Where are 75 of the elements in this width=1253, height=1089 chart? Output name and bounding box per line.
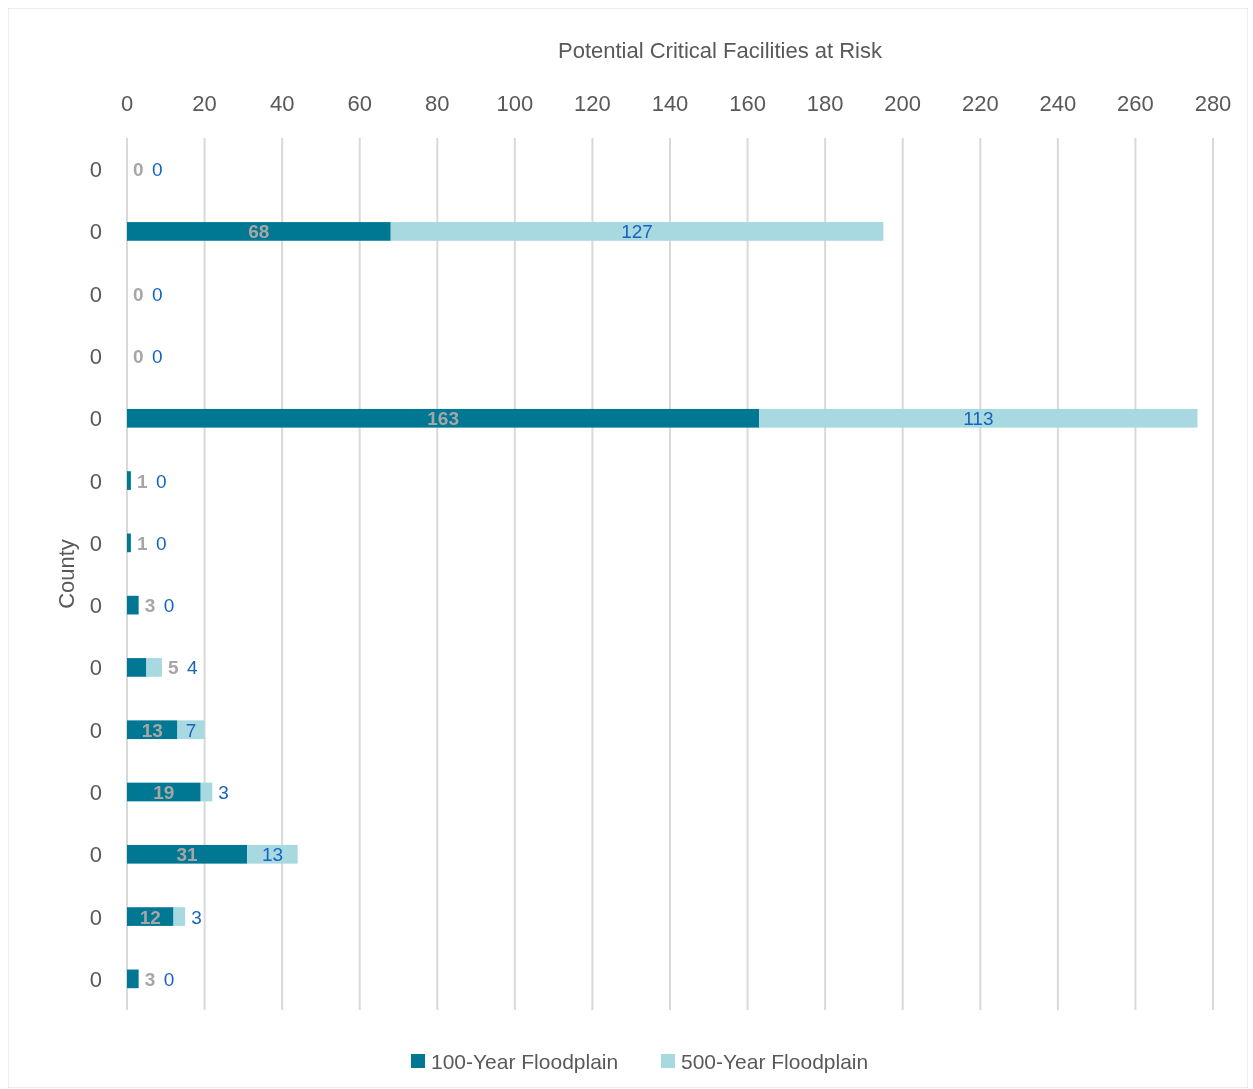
bar: [127, 844, 248, 864]
data-label: 31: [176, 844, 199, 866]
bar: [200, 782, 213, 802]
data-label: 0: [155, 532, 167, 554]
y-tick-label: 0: [89, 904, 102, 930]
y-tick-label: 0: [89, 966, 102, 992]
bar: [759, 408, 1198, 428]
y-tick-label: 0: [89, 593, 102, 619]
data-label: 19: [153, 782, 175, 803]
x-tick-label: 260: [1117, 91, 1154, 116]
data-label: 3: [218, 782, 229, 803]
data-label: 3: [191, 906, 202, 928]
bar: [127, 471, 131, 490]
x-tick-label: 0: [120, 91, 134, 116]
y-tick-label: 0: [89, 717, 102, 743]
legend-label: 500-Year Floodplain: [681, 1050, 869, 1073]
chart-title: Potential Critical Facilities at Risk: [558, 38, 883, 63]
x-tick-label: 240: [1039, 91, 1077, 116]
data-label: 3: [144, 968, 156, 990]
bar: [127, 408, 760, 428]
bar: [127, 969, 139, 989]
data-label: 12: [139, 906, 161, 928]
y-tick-label: 0: [89, 780, 102, 805]
data-label: 163: [427, 408, 459, 430]
data-label: 1: [136, 470, 148, 492]
data-label: 13: [141, 719, 163, 741]
bar: [146, 658, 162, 677]
data-label: 0: [163, 968, 175, 990]
y-tick-label: 0: [89, 281, 102, 307]
data-label: 0: [133, 346, 144, 367]
y-tick-label: 0: [89, 219, 102, 245]
x-tick-label: 20: [192, 91, 217, 116]
y-tick-label: 0: [89, 344, 102, 369]
x-tick-label: 220: [961, 91, 999, 116]
bar: [127, 222, 391, 241]
x-tick-label: 120: [574, 91, 611, 116]
bar: [127, 533, 131, 553]
y-tick-label: 0: [89, 655, 102, 681]
x-tick-label: 140: [651, 91, 689, 116]
y-axis-title: County: [54, 539, 79, 609]
data-label: 0: [133, 159, 144, 181]
data-label: 0: [133, 283, 144, 305]
data-label: 5: [167, 657, 179, 679]
data-label: 0: [163, 595, 175, 617]
x-tick-label: 100: [496, 91, 534, 116]
bar: [127, 595, 139, 615]
x-tick-label: 280: [1194, 91, 1232, 116]
data-label: 0: [152, 283, 163, 305]
y-tick-label: 0: [89, 530, 102, 556]
legend-label: 100-Year Floodplain: [431, 1050, 619, 1073]
data-label: 68: [248, 221, 270, 243]
data-label: 1: [136, 532, 148, 554]
x-tick-label: 200: [884, 91, 922, 116]
x-tick-label: 160: [729, 91, 766, 116]
data-label: 113: [963, 408, 994, 430]
y-tick-label: 0: [89, 468, 102, 494]
data-label: 0: [152, 159, 163, 181]
data-label: 13: [261, 844, 284, 866]
x-tick-label: 60: [347, 91, 372, 116]
data-label: 7: [185, 719, 197, 741]
y-tick-label: 0: [89, 842, 102, 868]
bar: [127, 658, 147, 677]
data-label: 0: [152, 346, 163, 367]
data-label: 4: [186, 657, 198, 679]
data-label: 127: [621, 221, 653, 243]
x-tick-label: 40: [269, 91, 295, 116]
data-label: 0: [155, 470, 167, 492]
x-tick-label: 180: [806, 91, 844, 116]
bar: [173, 907, 186, 926]
x-tick-label: 80: [425, 91, 450, 116]
bar: [390, 222, 884, 241]
y-tick-label: 0: [89, 406, 102, 432]
bar: [177, 720, 205, 740]
data-label: 3: [144, 595, 156, 617]
y-tick-label: 0: [89, 157, 102, 183]
